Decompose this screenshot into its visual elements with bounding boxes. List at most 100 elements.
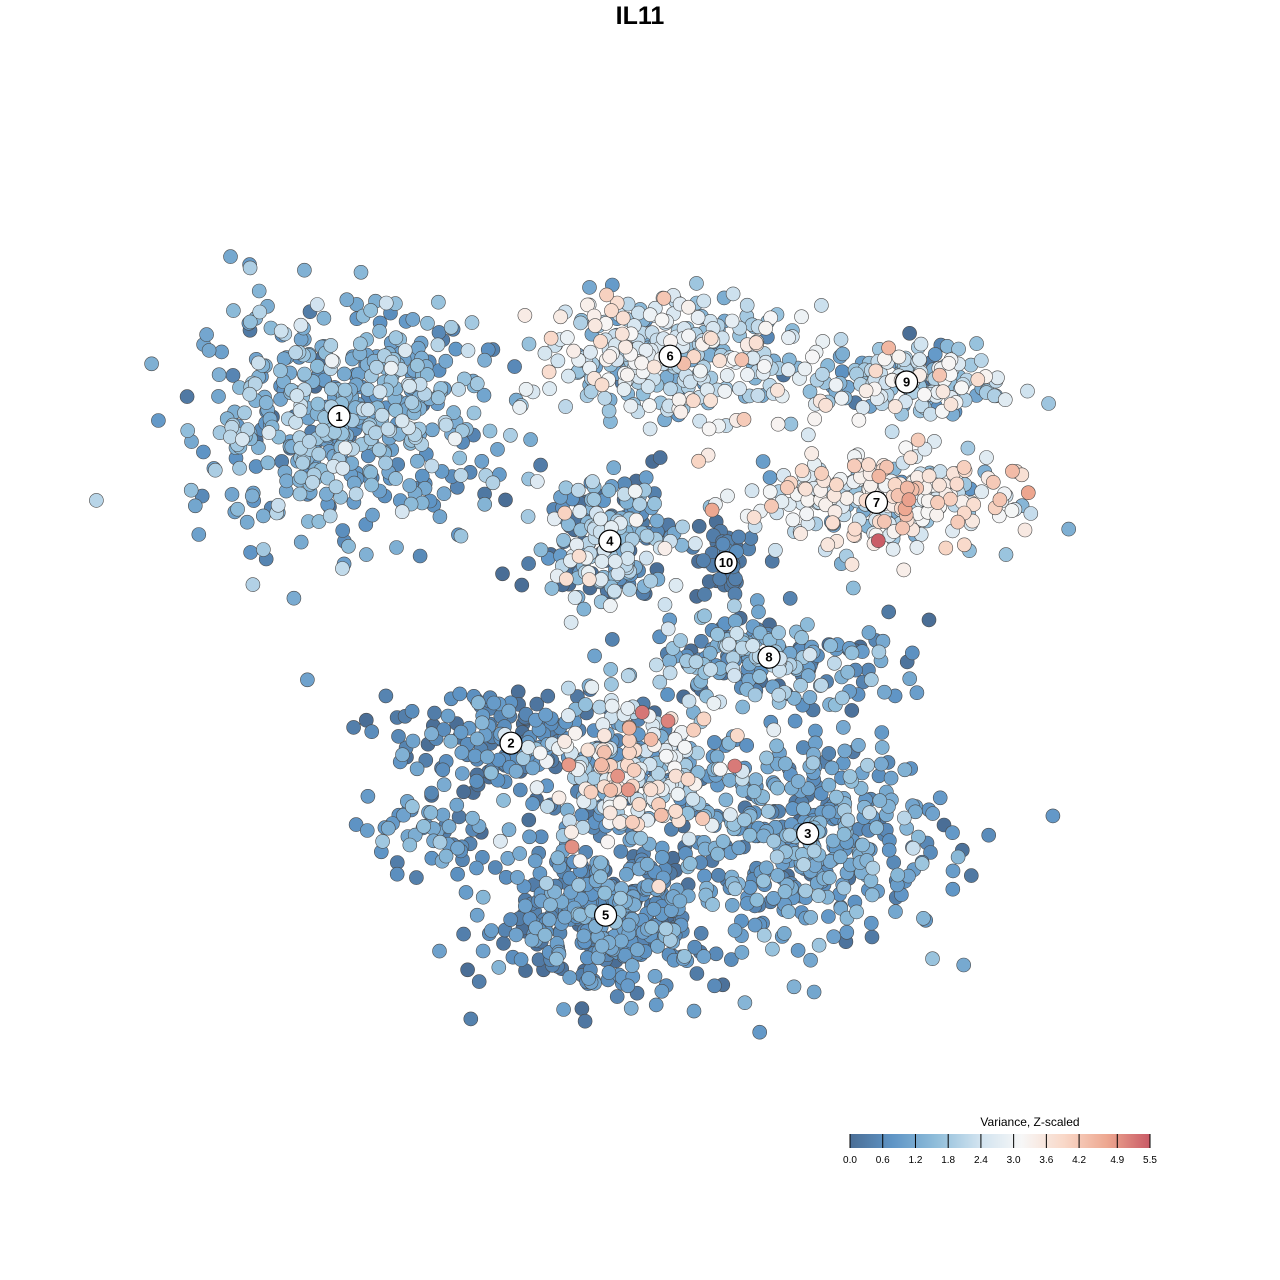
cell-point (648, 997, 664, 1013)
cell-point (211, 367, 227, 383)
cell-point (973, 353, 989, 368)
cell-point (397, 343, 413, 358)
cell-point (752, 625, 768, 641)
cell-point (905, 840, 921, 856)
cell-point (969, 336, 984, 351)
cell-point (884, 424, 900, 440)
cell-point (295, 455, 311, 471)
cell-point (951, 341, 966, 357)
cell-point (622, 582, 637, 597)
cell-point (512, 400, 528, 415)
cell-point (493, 833, 508, 849)
cell-point (258, 395, 274, 410)
cell-point (783, 416, 799, 432)
cell-point (309, 297, 325, 312)
cell-point (726, 598, 742, 614)
cell-point (725, 286, 741, 302)
cell-point (639, 528, 655, 544)
cell-point (909, 540, 925, 555)
cell-point (324, 381, 339, 397)
cell-point (574, 1001, 590, 1016)
cell-point (179, 389, 195, 404)
cell-point (529, 780, 545, 796)
cell-point (914, 856, 930, 871)
cell-point (747, 917, 763, 933)
cell-point (640, 379, 656, 394)
cell-point (469, 773, 484, 789)
cell-point (613, 844, 629, 859)
cell-point (440, 708, 456, 724)
cell-point (689, 966, 705, 981)
cluster-labels: 1 2 3 4 5 6 7 8 9 10 (327, 344, 919, 927)
cell-point (776, 926, 792, 941)
cell-point (469, 860, 484, 876)
cell-point (521, 336, 537, 352)
cell-point (756, 359, 772, 374)
cell-point (550, 353, 566, 369)
cell-point (956, 460, 972, 475)
cell-point (620, 367, 635, 383)
cell-point (790, 774, 806, 789)
cell-point (561, 680, 576, 696)
cell-point (435, 762, 451, 778)
cell-point (747, 687, 763, 703)
cell-point (352, 336, 368, 352)
cell-point (710, 846, 726, 862)
cell-point (912, 352, 927, 367)
cell-point (208, 462, 223, 478)
cell-point (529, 474, 545, 489)
cell-point (261, 425, 277, 440)
cell-point (225, 368, 241, 383)
cluster-number: 10 (719, 555, 733, 570)
cell-point (201, 343, 217, 358)
cell-point (600, 834, 616, 850)
legend-title: Variance, Z-scaled (980, 1115, 1079, 1129)
cell-point (851, 412, 867, 428)
cell-point (673, 404, 689, 420)
cell-point (604, 303, 619, 318)
cell-point (496, 936, 511, 951)
cell-point (943, 397, 959, 412)
cell-point (806, 984, 822, 1000)
cell-point (501, 703, 517, 719)
cell-point (764, 498, 779, 514)
cell-point (409, 870, 424, 885)
cell-point (498, 492, 513, 508)
cell-point (571, 877, 587, 893)
legend-tick-label: 1.8 (941, 1155, 955, 1166)
cell-point (430, 390, 446, 406)
cell-point (449, 797, 465, 813)
cell-point (430, 337, 446, 353)
cell-point (697, 608, 712, 624)
cell-point (484, 923, 499, 938)
cell-point (443, 319, 459, 335)
cell-point (607, 583, 622, 599)
cell-point (660, 687, 675, 702)
cell-point (620, 668, 636, 684)
cell-point (758, 320, 774, 336)
cell-point (686, 722, 701, 738)
cell-point (424, 422, 440, 438)
cell-point (677, 739, 693, 755)
cell-point (771, 625, 786, 640)
cell-point (539, 875, 554, 891)
cell-point (558, 399, 573, 414)
cell-point (561, 757, 577, 773)
cell-point (821, 777, 837, 793)
cell-point (923, 845, 938, 860)
cell-point (798, 481, 813, 497)
cell-point (782, 827, 798, 843)
cell-point (378, 295, 394, 311)
cell-point (734, 945, 750, 960)
cell-point (835, 346, 851, 362)
cell-point (956, 537, 972, 553)
cell-point (199, 327, 214, 342)
cell-point (479, 749, 495, 765)
cell-point (780, 480, 795, 495)
cell-point (731, 529, 746, 545)
cell-point (463, 1011, 479, 1027)
cell-point (963, 868, 979, 883)
cell-point (873, 756, 889, 772)
cell-point (718, 792, 734, 808)
cell-point (617, 947, 633, 963)
